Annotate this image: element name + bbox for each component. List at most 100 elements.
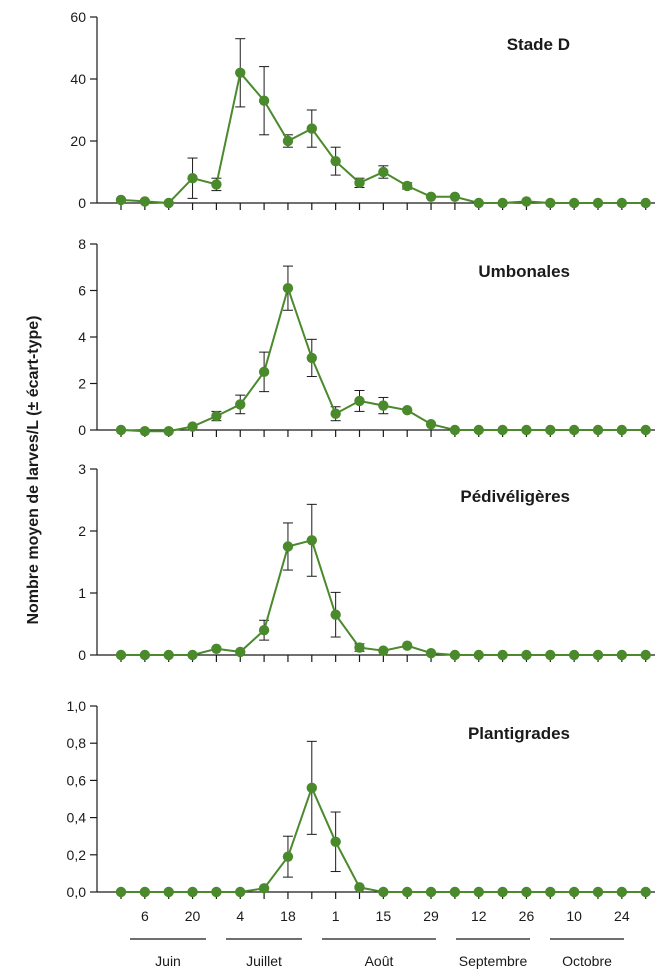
y-tick-label: 2 <box>78 376 86 392</box>
data-point <box>473 424 484 436</box>
data-point <box>258 366 270 378</box>
y-tick-label: 0 <box>78 422 86 438</box>
month-label: Août <box>365 953 394 969</box>
data-point <box>115 424 127 436</box>
data-point <box>545 424 556 436</box>
x-tick-label: 10 <box>566 908 582 924</box>
chart-panel-4: 0,0 0,2 0,4 0,6 0,8 1,0 Plantigrades <box>67 698 655 900</box>
month-label: Octobre <box>562 953 612 969</box>
data-point <box>497 424 508 436</box>
data-point <box>545 886 556 898</box>
data-point <box>139 886 151 898</box>
y-tick-label: 0,4 <box>67 810 87 826</box>
data-point <box>139 196 151 207</box>
data-point <box>640 424 651 436</box>
data-point <box>592 424 604 436</box>
data-point <box>568 197 580 209</box>
data-point <box>330 836 341 847</box>
data-point <box>521 196 532 207</box>
data-point <box>306 782 317 794</box>
x-tick-label: 15 <box>376 908 392 924</box>
y-tick-label: 0,8 <box>67 735 87 751</box>
data-point <box>235 886 246 898</box>
data-point <box>306 535 317 546</box>
data-point <box>306 123 317 134</box>
data-point <box>258 625 270 636</box>
data-point <box>330 609 341 620</box>
series-line <box>120 70 646 205</box>
data-point <box>330 408 341 419</box>
data-point <box>163 425 174 437</box>
data-point <box>568 424 580 436</box>
y-tick-label: 2 <box>78 523 86 539</box>
x-tick-label: 24 <box>614 908 630 924</box>
data-point <box>473 649 484 661</box>
data-point <box>545 649 556 661</box>
data-point <box>211 179 222 190</box>
data-point <box>139 425 151 437</box>
data-point <box>545 197 556 209</box>
y-tick-label: 60 <box>70 9 86 25</box>
y-tick-label: 20 <box>70 133 86 149</box>
data-point <box>211 886 222 898</box>
data-point <box>378 886 389 898</box>
y-tick-label: 3 <box>78 461 86 477</box>
data-point <box>592 649 604 661</box>
data-point <box>402 405 413 416</box>
series-line <box>121 539 646 656</box>
x-tick-label: 29 <box>423 908 439 924</box>
data-point <box>235 67 246 79</box>
y-tick-label: 0,0 <box>67 884 87 900</box>
data-point <box>640 197 651 209</box>
x-tick-label: 1 <box>332 908 340 924</box>
data-point <box>235 646 246 658</box>
panel-title: Pédivéligères <box>460 487 570 506</box>
data-point <box>258 95 270 106</box>
data-point <box>640 649 651 661</box>
month-label: Juin <box>155 953 181 969</box>
data-point <box>115 194 127 206</box>
y-tick-label: 40 <box>70 71 86 87</box>
data-point <box>473 886 484 898</box>
data-point <box>354 395 365 407</box>
data-point <box>354 882 365 893</box>
data-point <box>473 197 484 209</box>
data-point <box>425 886 437 898</box>
y-tick-label: 0,2 <box>67 847 87 863</box>
data-point <box>497 886 508 898</box>
data-point <box>187 886 198 898</box>
data-point <box>235 399 246 410</box>
data-point <box>187 421 198 432</box>
x-tick-label: 6 <box>141 908 149 924</box>
y-tick-label: 0,6 <box>67 772 87 788</box>
data-point <box>258 883 270 894</box>
data-point <box>568 886 580 898</box>
y-tick-label: 0 <box>78 195 86 211</box>
data-point <box>378 400 389 411</box>
data-point <box>139 649 151 661</box>
data-point <box>330 155 341 167</box>
y-tick-label: 1,0 <box>67 698 87 714</box>
y-tick-label: 4 <box>78 329 86 345</box>
x-tick-label: 20 <box>185 908 201 924</box>
data-point <box>568 649 580 661</box>
data-point <box>115 649 127 661</box>
y-axis-label: Nombre moyen de larves/L (± écart-type) <box>25 315 42 624</box>
data-point <box>163 886 174 898</box>
data-point <box>187 649 198 661</box>
data-point <box>163 649 174 661</box>
data-point <box>425 418 437 430</box>
data-point <box>616 197 628 209</box>
data-point <box>616 424 628 436</box>
y-tick-label: 0 <box>78 647 86 663</box>
x-tick-label: 18 <box>280 908 296 924</box>
data-point <box>449 649 461 661</box>
chart-panel-2: 0 2 4 6 8 Umbonales <box>78 236 655 438</box>
data-point <box>521 649 532 661</box>
y-tick-label: 6 <box>78 283 86 299</box>
data-point <box>282 541 294 552</box>
series-line <box>121 785 646 893</box>
chart-panel-3: 0 1 2 3 Pédivéligères <box>78 461 655 663</box>
data-point <box>354 642 365 653</box>
